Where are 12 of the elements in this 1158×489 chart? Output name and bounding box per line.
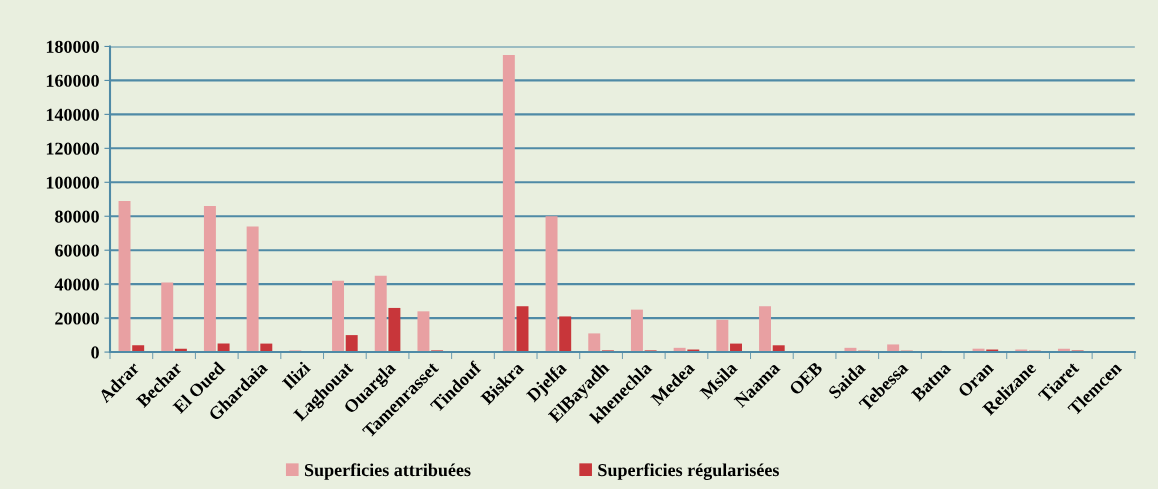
y-tick-label: 40000 — [54, 278, 99, 291]
y-tick-label: 80000 — [55, 210, 99, 223]
y-tick-label: 140000 — [46, 108, 99, 121]
legend-label: Superficies régularisées — [598, 463, 779, 480]
y-tick-label: 20000 — [55, 312, 99, 325]
y-tick-label: 100000 — [46, 176, 99, 189]
y-tick-label: 120000 — [46, 142, 99, 155]
y-tick-label: 180000 — [46, 40, 99, 53]
y-tick-label: 0 — [91, 346, 99, 359]
y-tick-label: 60000 — [55, 244, 99, 257]
y-tick-label: 160000 — [46, 74, 99, 87]
legend-label: Superficies attribuées — [304, 463, 471, 480]
